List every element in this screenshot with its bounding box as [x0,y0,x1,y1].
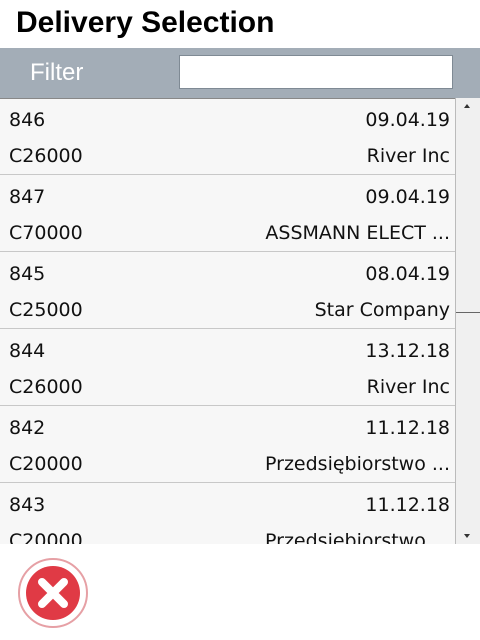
bottom-bar [0,544,480,640]
title-bar: Delivery Selection [0,0,480,48]
customer-code: C20000 [9,530,83,545]
delivery-row[interactable]: 846 09.04.19 C26000 River Inc [0,99,455,175]
delivery-date: 11.12.18 [365,494,450,516]
delivery-id: 845 [9,263,46,285]
scrollbar-thumb[interactable] [456,98,480,313]
customer-code: C20000 [9,453,83,475]
customer-name: ASSMANN ELECT ... [265,222,450,244]
delivery-row[interactable]: 845 08.04.19 C25000 Star Company [0,253,455,329]
delivery-id: 847 [9,186,46,208]
delivery-date: 09.04.19 [365,109,450,131]
delivery-row[interactable]: 847 09.04.19 C70000 ASSMANN ELECT ... [0,176,455,252]
scroll-up-arrow-icon[interactable] [464,104,470,108]
customer-code: C26000 [9,376,83,398]
filter-bar: Filter [0,48,480,98]
filter-label: Filter [30,59,84,86]
customer-code: C26000 [9,145,83,167]
delivery-id: 846 [9,109,46,131]
delivery-date: 08.04.19 [365,263,450,285]
customer-code: C25000 [9,299,83,321]
customer-name: Przedsiębiorstwo ... [265,453,450,475]
customer-name: River Inc [366,376,450,398]
delivery-id: 844 [9,340,46,362]
filter-input[interactable] [179,55,453,89]
customer-code: C70000 [9,222,83,244]
customer-name: Star Company [314,299,450,321]
delivery-row[interactable]: 843 11.12.18 C20000 Przedsiębiorstwo ... [0,484,455,545]
delivery-list[interactable]: 846 09.04.19 C26000 River Inc 847 09.04.… [0,98,455,545]
delivery-row[interactable]: 842 11.12.18 C20000 Przedsiębiorstwo ... [0,407,455,483]
delivery-date: 13.12.18 [365,340,450,362]
customer-name: Przedsiębiorstwo ... [265,530,450,545]
delivery-id: 842 [9,417,46,439]
cancel-button[interactable] [17,557,89,629]
close-x-icon [18,558,88,628]
list-scrollbar[interactable] [455,98,480,544]
customer-name: River Inc [366,145,450,167]
scroll-down-arrow-icon[interactable] [464,534,470,538]
delivery-date: 11.12.18 [365,417,450,439]
delivery-id: 843 [9,494,46,516]
page-title: Delivery Selection [16,6,275,39]
delivery-row[interactable]: 844 13.12.18 C26000 River Inc [0,330,455,406]
delivery-date: 09.04.19 [365,186,450,208]
